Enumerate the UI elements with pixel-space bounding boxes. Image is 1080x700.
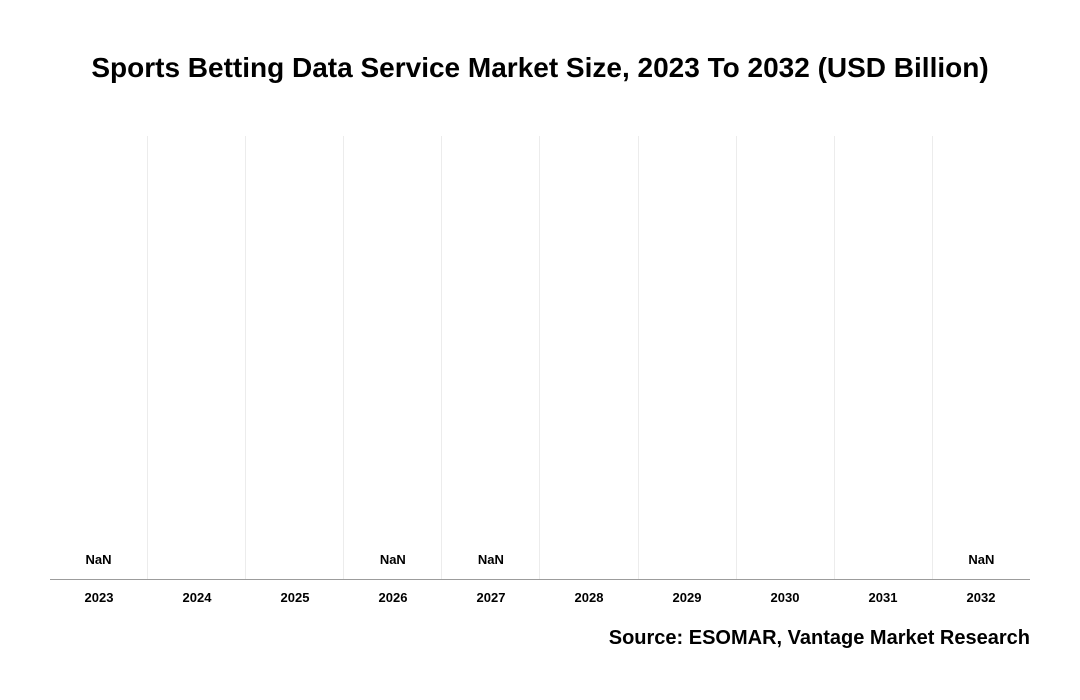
chart-column bbox=[639, 136, 737, 579]
chart-column: NaN bbox=[50, 136, 148, 579]
chart-column bbox=[540, 136, 638, 579]
value-label: NaN bbox=[442, 552, 539, 567]
chart-container: Sports Betting Data Service Market Size,… bbox=[0, 0, 1080, 700]
x-axis-label: 2029 bbox=[638, 590, 736, 605]
x-axis-label: 2025 bbox=[246, 590, 344, 605]
x-axis-label: 2026 bbox=[344, 590, 442, 605]
plot-area: NaNNaNNaNNaN bbox=[50, 136, 1030, 580]
chart-column: NaN bbox=[344, 136, 442, 579]
chart-column bbox=[246, 136, 344, 579]
x-axis-label: 2027 bbox=[442, 590, 540, 605]
chart-column: NaN bbox=[442, 136, 540, 579]
source-text: Source: ESOMAR, Vantage Market Research bbox=[609, 627, 1030, 650]
column-group: NaNNaNNaNNaN bbox=[50, 136, 1030, 579]
chart-column bbox=[148, 136, 246, 579]
x-axis-label: 2028 bbox=[540, 590, 638, 605]
x-axis-label: 2030 bbox=[736, 590, 834, 605]
x-axis-label: 2032 bbox=[932, 590, 1030, 605]
chart-title: Sports Betting Data Service Market Size,… bbox=[0, 52, 1080, 84]
x-axis-labels: 2023202420252026202720282029203020312032 bbox=[50, 590, 1030, 605]
value-label: NaN bbox=[50, 552, 147, 567]
chart-column bbox=[835, 136, 933, 579]
x-axis-label: 2024 bbox=[148, 590, 246, 605]
chart-column: NaN bbox=[933, 136, 1030, 579]
x-axis-label: 2023 bbox=[50, 590, 148, 605]
chart-column bbox=[737, 136, 835, 579]
x-axis-label: 2031 bbox=[834, 590, 932, 605]
value-label: NaN bbox=[933, 552, 1030, 567]
value-label: NaN bbox=[344, 552, 441, 567]
